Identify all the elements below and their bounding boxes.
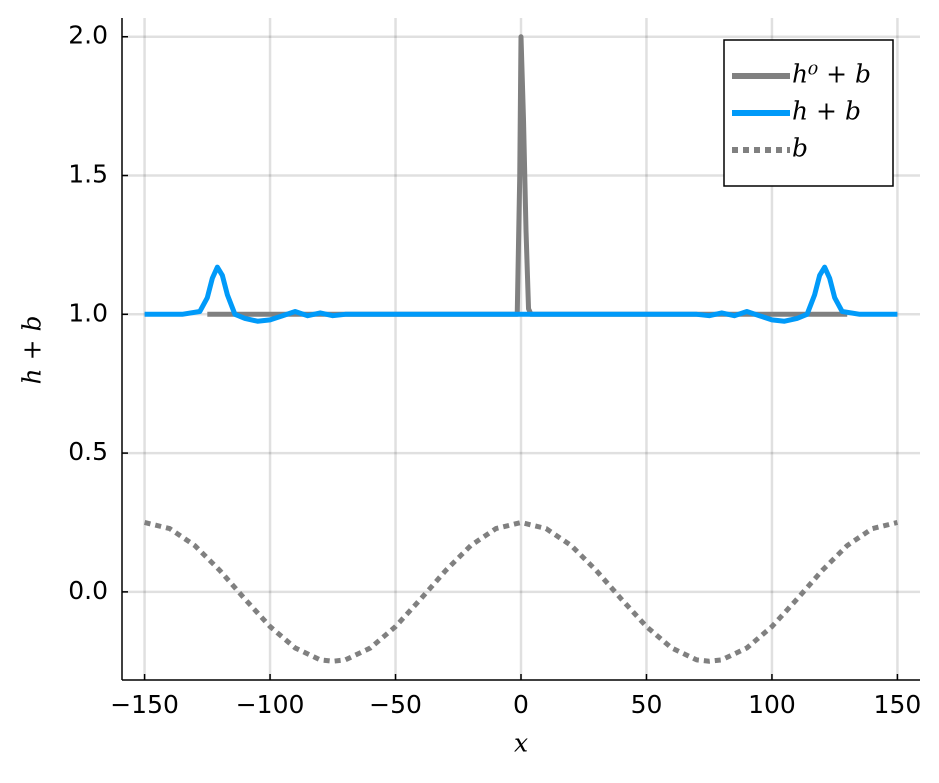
x-tick-label: −50 xyxy=(369,690,422,719)
legend-label: h + b xyxy=(792,97,861,126)
x-tick-label: 100 xyxy=(748,690,796,719)
y-axis-label: h + b xyxy=(18,316,47,385)
line xyxy=(144,264,898,324)
x-axis-label: x xyxy=(514,729,528,758)
y-tick-label: 0.0 xyxy=(68,576,108,605)
y-tick-label: 1.0 xyxy=(68,298,108,327)
x-tick-label: 0 xyxy=(513,690,529,719)
legend-label: h⁰ + b xyxy=(792,60,871,89)
y-tick-label: 0.5 xyxy=(68,437,108,466)
x-tick-label: −150 xyxy=(110,690,179,719)
x-tick-label: 50 xyxy=(631,690,663,719)
y-tick-label: 1.5 xyxy=(68,160,108,189)
x-tick-label: 150 xyxy=(874,690,922,719)
y-tick-label: 2.0 xyxy=(68,21,108,50)
line xyxy=(143,519,899,664)
legend-label: b xyxy=(792,134,808,163)
legend: h⁰ + b h + b b xyxy=(723,39,894,187)
x-tick-label: −100 xyxy=(236,690,305,719)
